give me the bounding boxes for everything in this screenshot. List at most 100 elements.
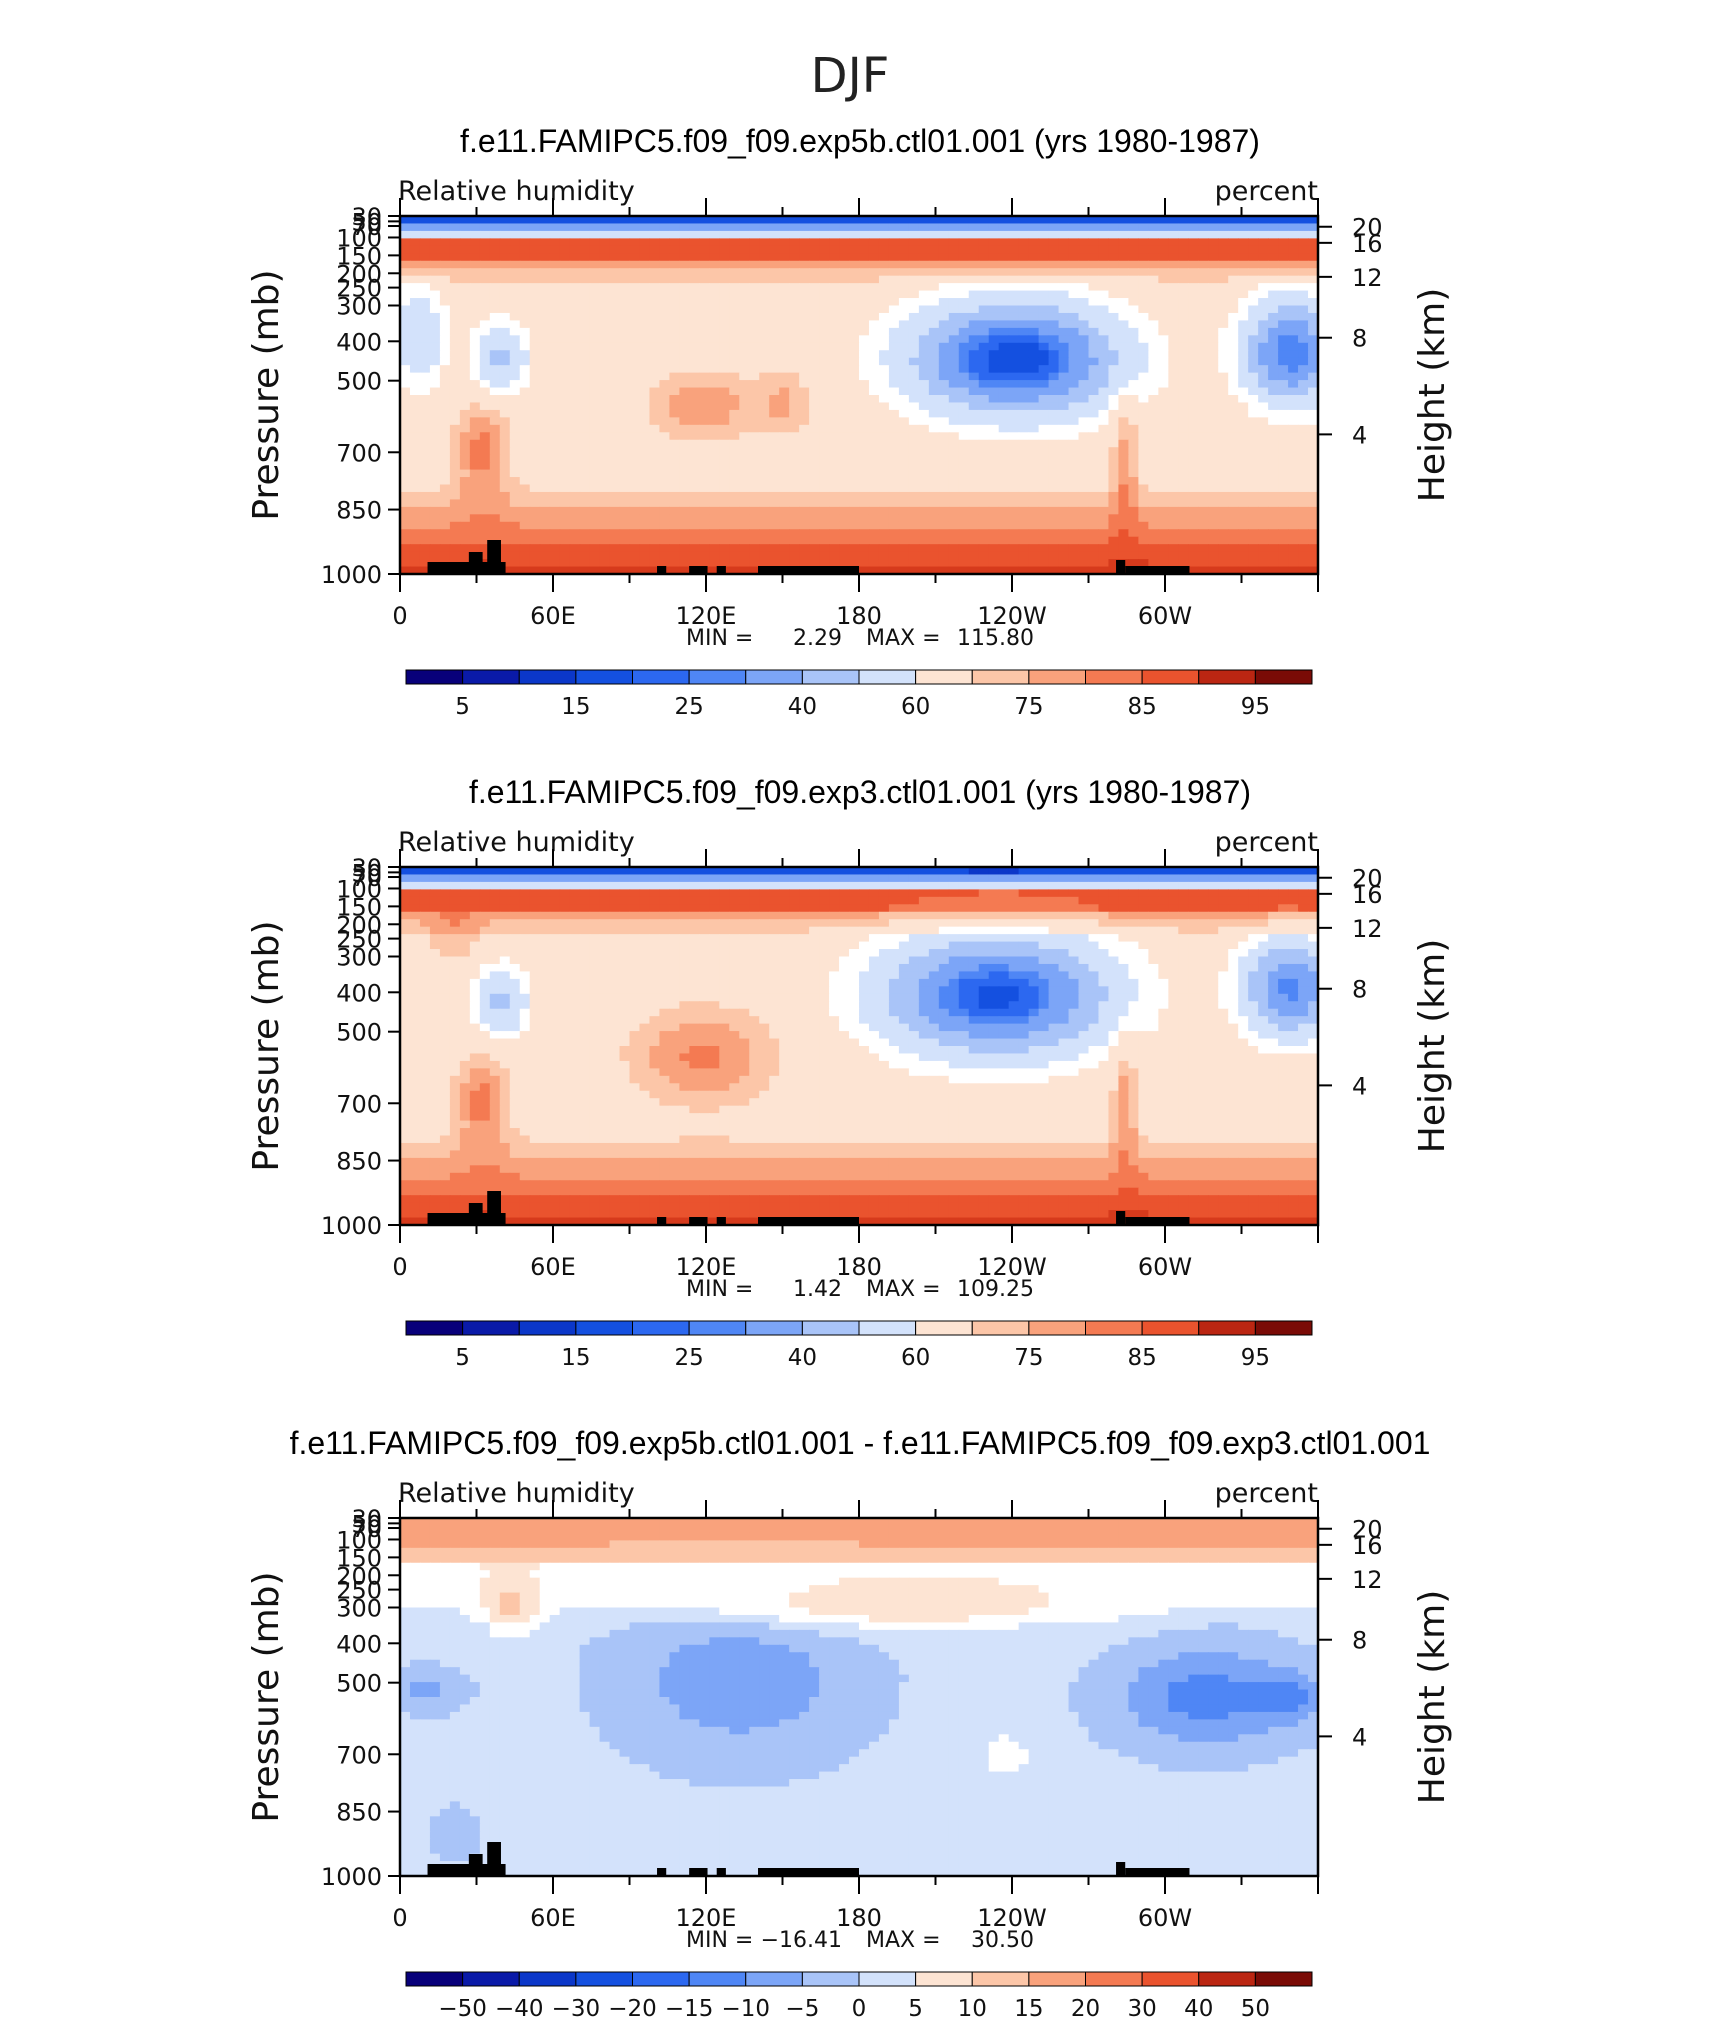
contour-cell: [849, 559, 860, 568]
contour-cell: [1088, 521, 1100, 530]
contour-cell: [859, 275, 870, 284]
contour-cell: [1158, 342, 1169, 351]
contour-cell: [1218, 477, 1229, 486]
contour-cell: [539, 529, 551, 538]
contour-cell: [709, 544, 720, 553]
contour-cell: [709, 335, 720, 344]
contour-cell: [599, 447, 611, 456]
contour-cell: [1248, 432, 1259, 441]
contour-cell: [1198, 260, 1209, 269]
contour-cell: [799, 380, 810, 389]
contour-cell: [1058, 874, 1070, 883]
contour-cell: [1058, 409, 1070, 418]
contour-cell: [1118, 491, 1130, 501]
contour-cell: [429, 521, 441, 530]
contour-cell: [1048, 268, 1060, 277]
contour-cell: [1288, 559, 1299, 568]
contour-cell: [529, 380, 541, 389]
contour-cell: [469, 402, 481, 411]
contour-cell: [998, 874, 1010, 883]
contour-cell: [1148, 544, 1159, 553]
contour-cell: [439, 380, 451, 389]
contour-cell: [1208, 867, 1219, 876]
contour-cell: [409, 260, 421, 269]
contour-cell: [1248, 223, 1259, 232]
contour-cell: [1218, 275, 1229, 284]
contour-cell: [759, 357, 770, 366]
contour-cell: [1038, 409, 1050, 418]
contour-cell: [1068, 447, 1080, 456]
contour-cell: [439, 454, 451, 463]
contour-cell: [1138, 477, 1149, 486]
contour-cell: [439, 867, 451, 876]
contour-cell: [749, 357, 760, 366]
contour-cell: [1198, 409, 1209, 418]
contour-cell: [809, 559, 820, 568]
contour-cell: [659, 424, 671, 433]
contour-cell: [1108, 253, 1120, 262]
contour-cell: [809, 357, 820, 366]
contour-cell: [898, 320, 910, 329]
contour-cell: [978, 889, 990, 898]
contour-cell: [958, 521, 970, 530]
contour-cell: [1038, 491, 1050, 501]
contour-cell: [419, 409, 431, 418]
contour-cell: [1178, 454, 1189, 463]
contour-cell: [789, 230, 800, 239]
contour-cell: [659, 283, 671, 292]
contour-cell: [938, 365, 950, 374]
contour-cell: [1208, 216, 1219, 225]
contour-cell: [679, 551, 690, 560]
contour-cell: [868, 506, 880, 515]
contour-cell: [1128, 521, 1139, 530]
contour-cell: [679, 499, 690, 508]
contour-cell: [1018, 469, 1030, 478]
contour-cell: [609, 536, 621, 545]
contour-cell: [749, 268, 760, 277]
contour-cell: [649, 312, 661, 322]
contour-cell: [988, 335, 1000, 344]
contour-cell: [649, 521, 661, 530]
contour-cell: [1008, 350, 1020, 359]
contour-cell: [1058, 387, 1070, 396]
contour-cell: [1098, 447, 1110, 456]
contour-cell: [479, 275, 491, 284]
contour-cell: [868, 223, 880, 232]
contour-cell: [918, 245, 930, 254]
contour-cell: [709, 514, 720, 523]
contour-cell: [599, 380, 611, 389]
contour-cell: [539, 439, 551, 448]
contour-cell: [1248, 477, 1259, 486]
contour-cell: [1298, 521, 1309, 530]
contour-cell: [839, 469, 850, 478]
contour-cell: [1098, 896, 1110, 905]
contour-cell: [1058, 335, 1070, 344]
contour-cell: [1308, 529, 1318, 538]
contour-cell: [1178, 350, 1189, 359]
contour-cell: [509, 395, 521, 404]
contour-cell: [1098, 454, 1110, 463]
contour-cell: [729, 544, 740, 553]
contour-cell: [938, 439, 950, 448]
contour-cell: [1068, 432, 1080, 441]
contour-cell: [539, 350, 551, 359]
contour-cell: [529, 551, 541, 560]
contour-cell: [509, 312, 521, 322]
contour-cell: [1138, 283, 1149, 292]
contour-cell: [1008, 260, 1020, 269]
contour-cell: [1238, 298, 1249, 307]
contour-cell: [1028, 477, 1040, 486]
contour-cell: [1258, 298, 1269, 307]
contour-cell: [1088, 395, 1100, 404]
contour-cell: [519, 380, 531, 389]
contour-cell: [439, 477, 451, 486]
contour-cell: [849, 327, 860, 336]
contour-cell: [739, 395, 750, 404]
contour-cell: [1038, 372, 1050, 381]
contour-cell: [519, 268, 531, 277]
contour-cell: [739, 439, 750, 448]
contour-cell: [539, 506, 551, 515]
contour-cell: [839, 275, 850, 284]
contour-cell: [529, 342, 541, 351]
contour-cell: [479, 342, 491, 351]
